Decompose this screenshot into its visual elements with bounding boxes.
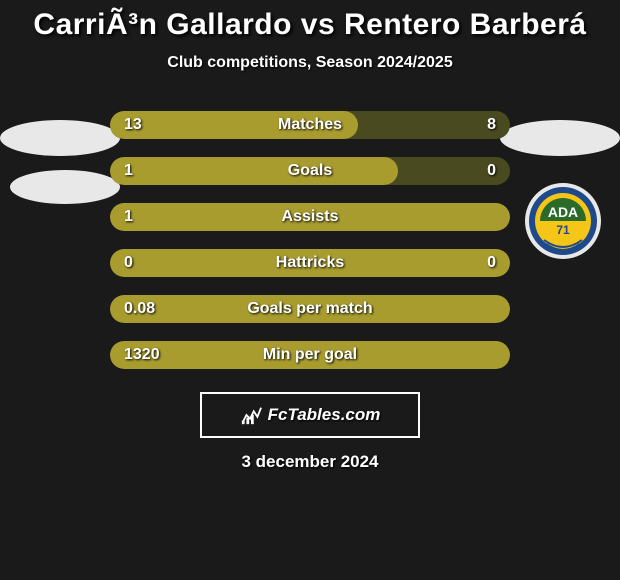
stat-left-value: 1 (124, 208, 133, 226)
stat-bar: 0 Hattricks 0 (110, 249, 510, 277)
stat-row: 1 Assists (0, 194, 620, 240)
brand-text: FcTables.com (268, 405, 381, 425)
stat-left-value: 0 (124, 254, 133, 272)
stat-bar: 1 Assists (110, 203, 510, 231)
stat-right-value: 0 (487, 254, 496, 272)
stat-label: Goals (288, 162, 332, 180)
stat-bar: 0.08 Goals per match (110, 295, 510, 323)
stat-row: 13 Matches 8 (0, 102, 620, 148)
stat-bar: 13 Matches 8 (110, 111, 510, 139)
stat-label: Hattricks (276, 254, 344, 272)
page-title: CarriÃ³n Gallardo vs Rentero Barberá (0, 8, 620, 42)
stat-right-value: 8 (487, 116, 496, 134)
stat-bar: 1 Goals 0 (110, 157, 510, 185)
stat-label: Min per goal (263, 346, 357, 364)
stat-bar: 1320 Min per goal (110, 341, 510, 369)
infographic-container: CarriÃ³n Gallardo vs Rentero Barberá Clu… (0, 0, 620, 580)
brand-footer: FcTables.com (200, 392, 420, 438)
chart-icon (240, 404, 262, 426)
stat-row: 0.08 Goals per match (0, 286, 620, 332)
stat-label: Matches (278, 116, 342, 134)
stat-row: 1320 Min per goal (0, 332, 620, 378)
stat-bar-fill (110, 157, 398, 185)
date-label: 3 december 2024 (0, 452, 620, 472)
stat-right-value: 0 (487, 162, 496, 180)
stat-left-value: 13 (124, 116, 142, 134)
stat-row: 1 Goals 0 (0, 148, 620, 194)
stat-label: Goals per match (247, 300, 372, 318)
stat-left-value: 1320 (124, 346, 160, 364)
stat-row: 0 Hattricks 0 (0, 240, 620, 286)
page-subtitle: Club competitions, Season 2024/2025 (0, 54, 620, 72)
stat-left-value: 0.08 (124, 300, 155, 318)
stat-left-value: 1 (124, 162, 133, 180)
stat-label: Assists (282, 208, 339, 226)
stats-bars: 13 Matches 8 1 Goals 0 1 Assists 0 Hattricks 0 0.08… (0, 102, 620, 378)
